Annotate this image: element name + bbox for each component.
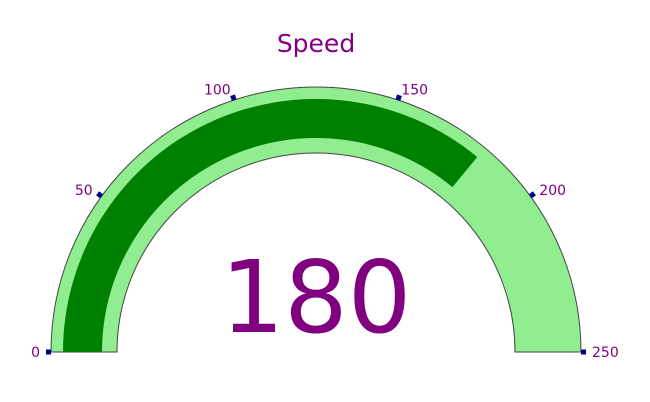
tick-label: 50 [75,183,93,199]
tick-label: 100 [204,83,231,99]
tick-label: 200 [539,183,566,199]
gauge-ticks: 0 50 100 150 200 250 [31,83,619,361]
tick-mark [528,191,536,199]
chart-title: Speed [277,29,355,58]
tick-label: 0 [31,345,40,361]
gauge-value-bar [63,98,478,352]
tick-label: 150 [401,83,428,99]
tick-mark [96,191,104,199]
tick-mark [230,94,237,101]
tick-label: 250 [592,345,619,361]
tick-mark [395,94,402,101]
gauge-value-number: 180 [221,239,412,356]
